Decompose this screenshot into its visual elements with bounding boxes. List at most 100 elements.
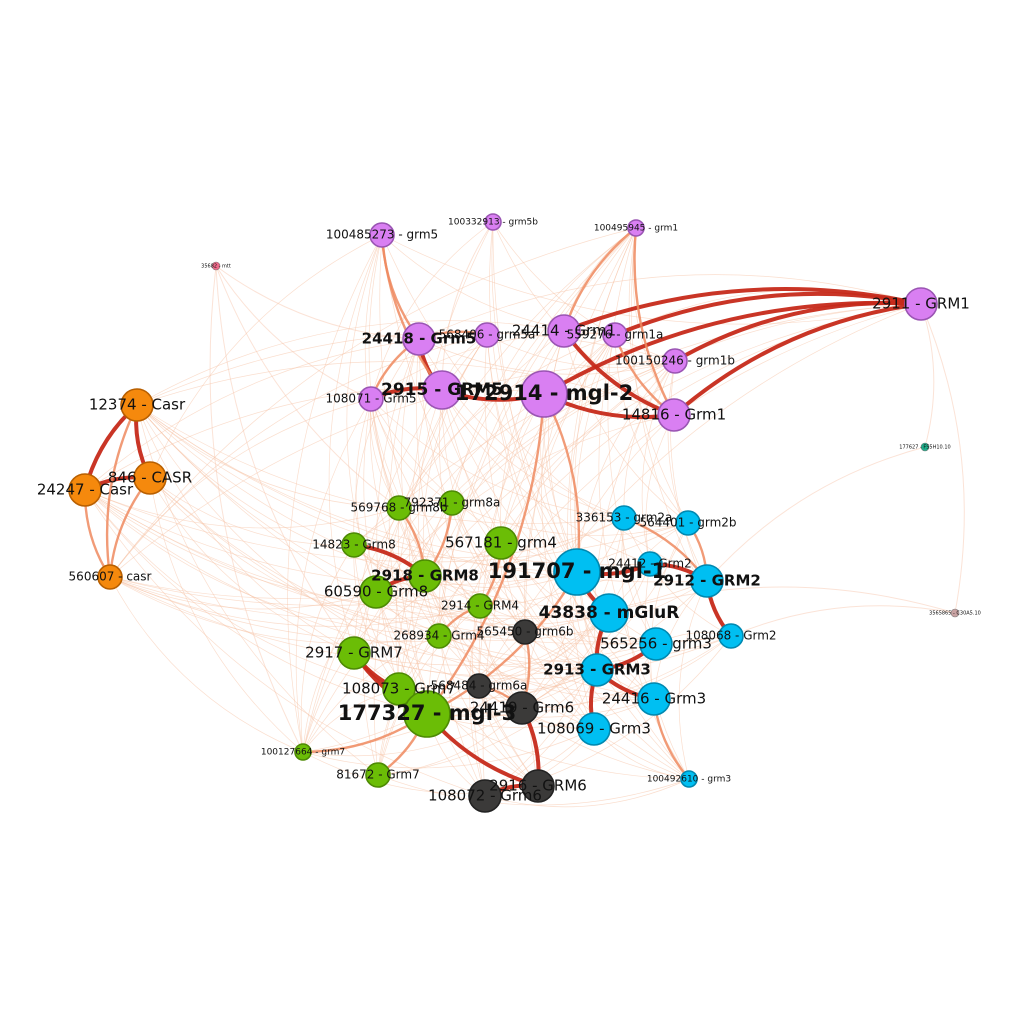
node-565256[interactable]	[639, 627, 673, 661]
node-108071[interactable]	[358, 386, 384, 412]
node-100492610[interactable]	[680, 770, 698, 788]
node-label-108073: 108073 - Grm7	[342, 680, 456, 698]
background-edge	[136, 404, 578, 573]
node-24247[interactable]	[68, 473, 102, 507]
background-edge	[570, 334, 616, 573]
node-24416[interactable]	[637, 682, 671, 716]
background-edge	[109, 522, 689, 606]
node-172914[interactable]	[520, 370, 568, 418]
node-560607[interactable]	[97, 564, 123, 590]
edges-layer	[83, 221, 965, 808]
node-3565865[interactable]	[950, 608, 960, 618]
edge-177327-172914	[425, 392, 546, 716]
background-edge	[149, 234, 383, 479]
background-edge	[381, 234, 598, 671]
node-2911[interactable]	[904, 287, 938, 321]
node-108072[interactable]	[468, 779, 502, 813]
background-edge	[650, 522, 689, 700]
edge-100485273-2915	[380, 233, 444, 392]
node-2912[interactable]	[690, 564, 724, 598]
background-edge	[418, 338, 625, 519]
background-edge	[302, 393, 545, 753]
node-label-108069: 108069 - Grm3	[537, 720, 651, 738]
background-edge	[302, 591, 377, 753]
background-edge	[149, 477, 304, 753]
node-label-2914: 2914 - GRM4	[441, 599, 519, 613]
background-edge	[149, 477, 655, 700]
node-569768[interactable]	[386, 495, 412, 521]
node-2914[interactable]	[467, 593, 493, 619]
node-108073[interactable]	[382, 672, 416, 706]
node-label-100150246: 100150246 - grm1b	[615, 354, 735, 368]
node-100495945[interactable]	[627, 219, 645, 237]
edge-3565865-43838	[608, 586, 956, 614]
node-81672[interactable]	[365, 762, 391, 788]
node-108068[interactable]	[718, 623, 744, 649]
node-100485273[interactable]	[369, 222, 395, 248]
node-2917[interactable]	[337, 636, 371, 670]
node-2916[interactable]	[521, 769, 555, 803]
background-edge	[353, 544, 526, 633]
node-label-100127664: 100127664 - grm7	[261, 748, 345, 758]
background-edge	[500, 542, 595, 730]
node-2913[interactable]	[580, 653, 614, 687]
node-792371[interactable]	[439, 490, 465, 516]
background-edge	[678, 580, 708, 780]
background-edge	[353, 643, 657, 677]
background-edge	[489, 221, 578, 573]
node-108069[interactable]	[577, 712, 611, 746]
background-edge	[287, 234, 383, 753]
node-100332913[interactable]	[484, 213, 502, 231]
node-12374[interactable]	[120, 388, 154, 422]
node-2915[interactable]	[422, 370, 462, 410]
node-177327[interactable]	[403, 690, 451, 738]
node-14816[interactable]	[657, 398, 691, 432]
node-24414[interactable]	[547, 314, 581, 348]
node-564401[interactable]	[675, 510, 701, 536]
nodes-layer	[68, 213, 960, 813]
background-edge	[521, 635, 732, 709]
node-24418[interactable]	[402, 322, 436, 356]
node-label-14823: 14823 - Grm8	[312, 538, 395, 552]
background-edge	[398, 612, 610, 690]
node-60590[interactable]	[359, 575, 393, 609]
node-label-172914: 172914 - mgl-2	[455, 381, 633, 405]
node-268934[interactable]	[426, 623, 452, 649]
background-edge	[438, 635, 539, 787]
node-568484[interactable]	[466, 673, 492, 699]
node-label-24419: 24419 - Grm6	[470, 699, 574, 717]
node-559276[interactable]	[602, 322, 628, 348]
node-label-559276: 559276 - grm1a	[567, 328, 664, 342]
node-24419[interactable]	[505, 691, 539, 725]
background-edge	[84, 489, 732, 645]
background-edge	[353, 303, 922, 546]
background-edge	[302, 751, 539, 794]
node-label-24247: 24247 - Casr	[37, 481, 134, 499]
background-edge	[136, 361, 675, 416]
node-label-177627: 177627 - F55H10.10	[899, 445, 950, 451]
background-edge	[375, 580, 708, 617]
node-14823[interactable]	[341, 532, 367, 558]
node-43838[interactable]	[589, 593, 629, 633]
node-label-2918: 2918 - GRM8	[371, 567, 479, 585]
node-24412[interactable]	[637, 551, 663, 577]
node-35682[interactable]	[211, 261, 221, 271]
node-336153[interactable]	[611, 505, 637, 531]
node-177627[interactable]	[920, 442, 930, 452]
background-edge	[353, 544, 481, 607]
node-846[interactable]	[133, 461, 167, 495]
background-edge	[628, 227, 689, 524]
background-edge	[486, 334, 655, 700]
background-edge	[149, 477, 440, 637]
node-191707[interactable]	[553, 548, 601, 596]
node-100127664[interactable]	[294, 743, 312, 761]
background-edge	[84, 489, 481, 608]
node-100150246[interactable]	[662, 348, 688, 374]
node-label-2912: 2912 - GRM2	[653, 572, 761, 590]
node-2918[interactable]	[408, 559, 442, 593]
node-label-177327: 177327 - mgl-3	[338, 701, 516, 725]
node-568406[interactable]	[474, 322, 500, 348]
background-edge	[484, 669, 598, 797]
node-565450[interactable]	[512, 619, 538, 645]
node-567181[interactable]	[484, 526, 518, 560]
